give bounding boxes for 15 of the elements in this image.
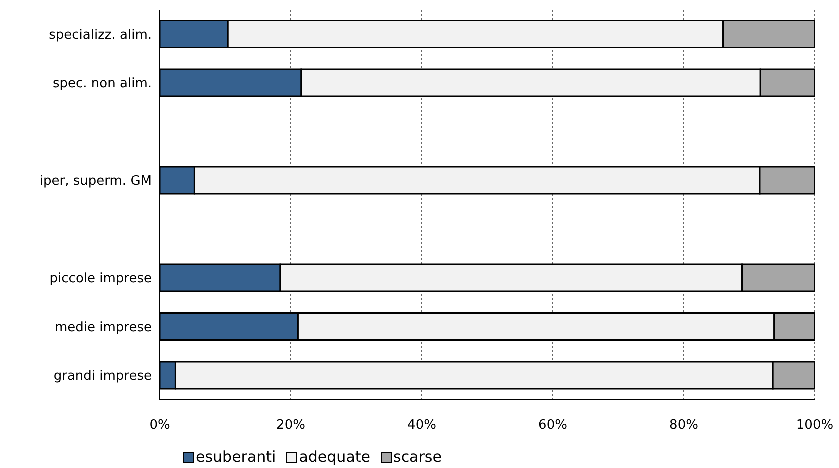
x-tick-label: 0% bbox=[150, 418, 170, 434]
legend-label: adequate bbox=[299, 448, 370, 466]
y-tick-label: grandi imprese bbox=[54, 369, 152, 384]
y-tick-label: medie imprese bbox=[54, 320, 152, 336]
legend-label: esuberanti bbox=[196, 448, 276, 466]
x-tick-label: 80% bbox=[670, 418, 698, 434]
x-tick-label: 40% bbox=[408, 418, 436, 434]
y-tick-label: specializz. alim. bbox=[49, 28, 152, 43]
x-tick-label: 20% bbox=[276, 418, 306, 434]
legend-label: scarse bbox=[394, 448, 442, 466]
y-tick-label: spec. non alim. bbox=[53, 76, 152, 92]
y-tick-label: iper, superm. GM bbox=[40, 174, 152, 190]
x-tick-label: 60% bbox=[538, 418, 568, 434]
y-tick-label: piccole imprese bbox=[50, 272, 152, 287]
x-tick-label: 100% bbox=[796, 418, 834, 434]
